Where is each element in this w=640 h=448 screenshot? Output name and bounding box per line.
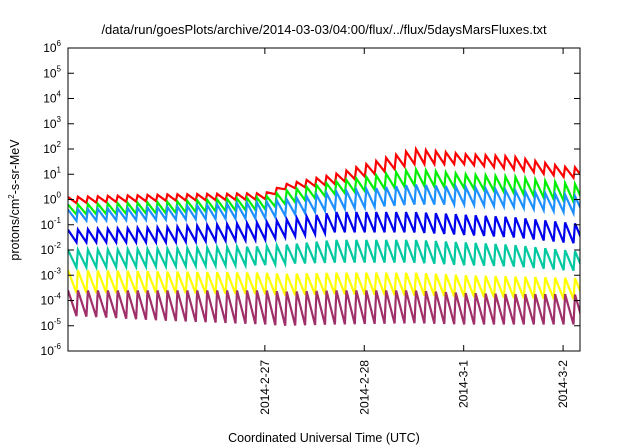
- y-tick-label: 10-5: [41, 317, 62, 333]
- y-tick-label: 100: [43, 191, 61, 207]
- y-axis-label: protons/cm2-s-sr-MeV: [7, 139, 22, 261]
- series-line-4: [68, 211, 580, 246]
- y-tick-label: 10-6: [41, 342, 62, 358]
- x-tick-label: 2014-3-1: [457, 360, 471, 408]
- y-axis-label-superscript: 2: [7, 194, 16, 199]
- series-line-6: [68, 269, 580, 300]
- y-axis-label-suffix: -s-sr-MeV: [8, 139, 22, 195]
- series-line-3: [68, 182, 580, 224]
- y-tick-label: 10-4: [41, 292, 62, 308]
- x-tick-label: 2014-2-28: [357, 360, 371, 415]
- y-tick-label: 103: [43, 115, 61, 131]
- series-line-7: [68, 290, 580, 326]
- y-tick-label: 10-1: [41, 216, 62, 232]
- y-tick-label: 102: [43, 140, 61, 156]
- y-axis: 10-6 10-5 10-4 10-3 10-2 10-1 100 101 102 103 104 1…: [41, 39, 580, 358]
- y-tick-label: 106: [43, 39, 61, 55]
- y-axis-label-prefix: protons/cm: [8, 199, 22, 261]
- x-axis: 2014-2-272014-2-282014-3-12014-3-22014-3…: [258, 48, 570, 415]
- series-line-5: [68, 239, 580, 272]
- y-tick-label: 105: [43, 64, 61, 80]
- x-tick-label: 2014-3-2: [556, 360, 570, 408]
- y-tick-label: 101: [43, 165, 61, 181]
- y-tick-label: 104: [43, 90, 61, 106]
- x-axis-label: Coordinated Universal Time (UTC): [228, 431, 420, 445]
- chart-title: /data/run/goesPlots/archive/2014-03-03/0…: [101, 22, 547, 37]
- y-tick-label: 10-2: [41, 241, 62, 257]
- x-tick-label: 2014-2-27: [258, 360, 272, 415]
- series-layer: [68, 145, 580, 326]
- y-tick-label: 10-3: [41, 266, 62, 282]
